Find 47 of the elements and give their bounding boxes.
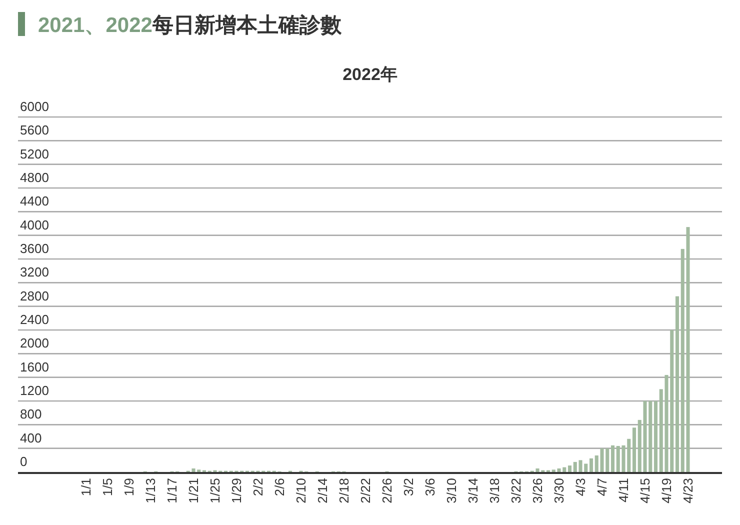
- x-tick-label: 4/7: [594, 478, 610, 496]
- y-tick-label: 4000: [20, 217, 49, 232]
- x-tick-label: 2/26: [380, 478, 394, 504]
- x-tick-label: 1/13: [143, 478, 158, 504]
- y-tick-label: 0: [20, 454, 28, 469]
- x-tick-label: 1/1: [78, 478, 94, 496]
- y-tick-label: 5600: [20, 122, 49, 138]
- x-tick-label: 3/2: [401, 478, 416, 496]
- x-tick-label: 1/21: [186, 478, 201, 504]
- x-tick-label: 3/22: [508, 478, 524, 504]
- y-tick-label: 1600: [20, 359, 49, 374]
- x-tick-label: 1/17: [164, 478, 180, 504]
- x-tick-label: 4/19: [659, 478, 674, 504]
- x-tick-label: 1/9: [122, 478, 136, 496]
- x-tick-label: 4/23: [680, 478, 696, 504]
- y-tick-label: 4800: [20, 170, 49, 185]
- chart-subtitle: 2022年: [342, 65, 398, 84]
- x-tick-label: 1/29: [229, 478, 244, 504]
- y-tick-label: 4400: [20, 194, 49, 209]
- x-tick-label: 2/6: [272, 478, 287, 496]
- x-tick-label: 2/22: [358, 478, 373, 504]
- y-tick-label: 6000: [20, 99, 49, 114]
- x-tick-label: 2/14: [315, 478, 330, 504]
- y-tick-label: 2400: [20, 312, 49, 327]
- y-tick-label: 1200: [20, 383, 49, 398]
- x-tick-label: 3/6: [422, 478, 438, 496]
- y-tick-label: 800: [20, 406, 42, 422]
- x-tick-label: 2/2: [250, 478, 266, 496]
- y-tick-label: 3600: [20, 241, 49, 256]
- x-tick-label: 4/15: [638, 478, 652, 504]
- x-tick-label: 1/5: [100, 478, 115, 496]
- x-tick-label: 3/10: [444, 478, 459, 504]
- x-tick-label: 3/26: [530, 478, 545, 504]
- y-tick-label: 2000: [20, 336, 49, 351]
- y-tick-label: 2800: [20, 288, 49, 304]
- x-tick-label: 3/14: [466, 478, 480, 504]
- x-tick-label: 3/30: [552, 478, 566, 504]
- y-tick-label: 5200: [20, 146, 49, 162]
- chart-title: 2021、2022每日新增本土確診數: [38, 13, 342, 37]
- x-tick-label: 2/18: [336, 478, 352, 504]
- x-tick-label: 4/3: [573, 478, 588, 496]
- x-tick-label: 3/18: [487, 478, 502, 504]
- y-tick-label: 400: [20, 430, 42, 446]
- x-tick-label: 4/11: [616, 478, 631, 502]
- x-tick-label: 2/10: [294, 478, 308, 504]
- x-tick-label: 1/25: [208, 478, 222, 504]
- y-tick-label: 3200: [20, 264, 49, 280]
